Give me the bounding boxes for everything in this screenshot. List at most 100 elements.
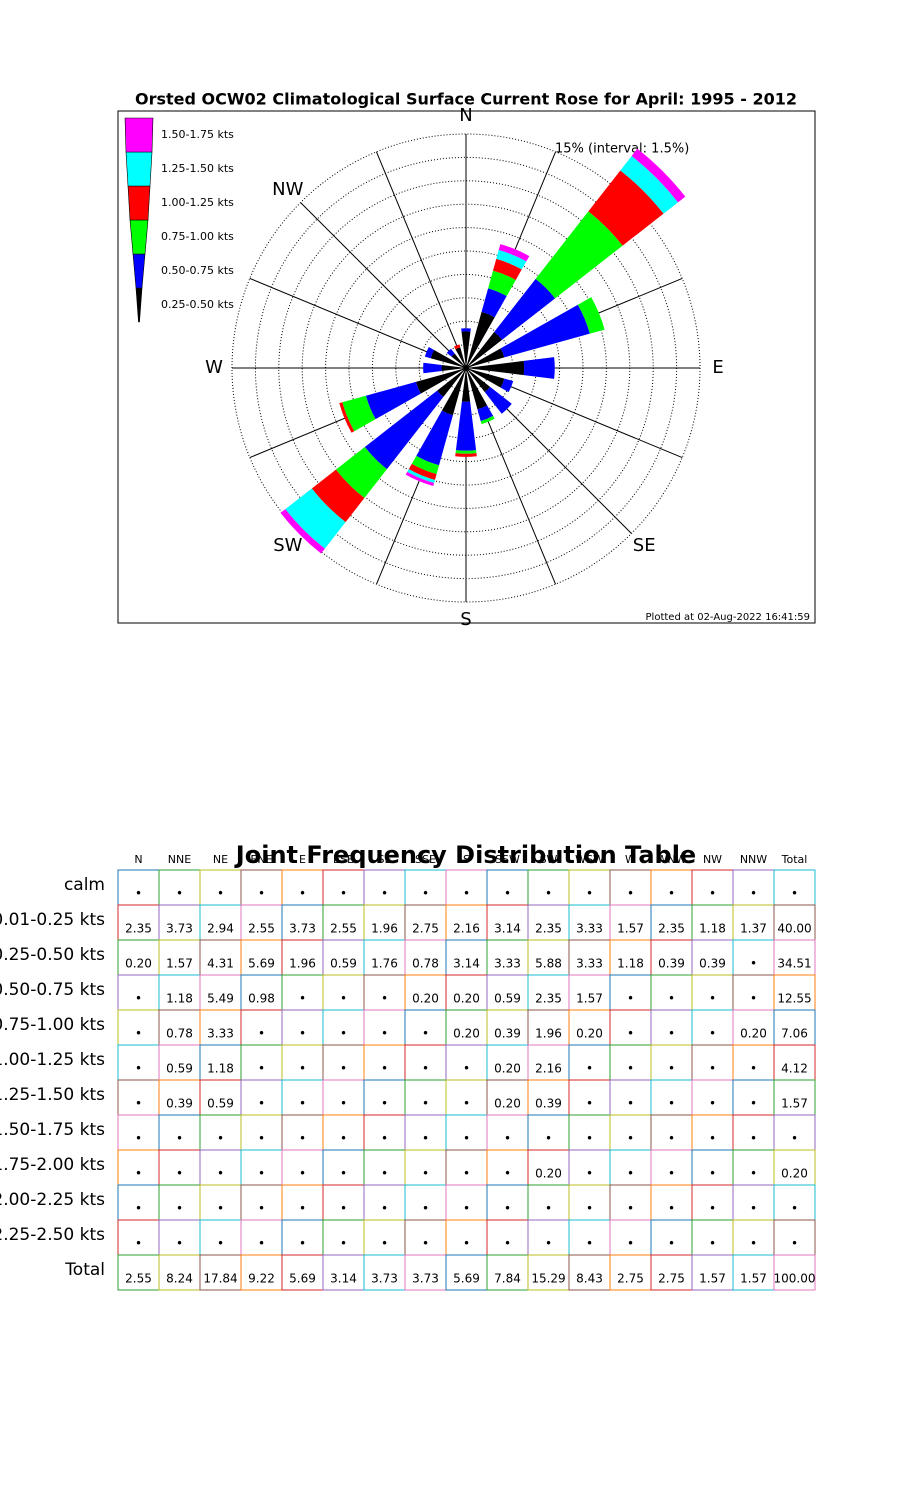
cell-value: 1.96 (371, 922, 398, 936)
rose-segment (365, 381, 421, 420)
rose-segment (342, 395, 376, 432)
cell-value: • (668, 1097, 675, 1111)
cell-value: • (586, 1132, 593, 1146)
rose-segment (405, 471, 435, 487)
cell-value: 0.20 (494, 1062, 521, 1076)
rose-segment (453, 344, 461, 350)
cell-value: • (340, 1202, 347, 1216)
rose-segment (451, 353, 466, 368)
cell-value: 3.33 (494, 957, 521, 971)
column-header: SSW (495, 853, 520, 866)
column-header: W (625, 853, 636, 866)
cell-value: • (709, 887, 716, 901)
legend-label: 0.25-0.50 kts (161, 298, 234, 311)
cell-value: • (668, 1027, 675, 1041)
plot-frame (117, 110, 816, 624)
cell-value: • (668, 887, 675, 901)
cell-value: 1.37 (740, 922, 767, 936)
cell-value: • (135, 992, 142, 1006)
cell-value: • (422, 1237, 429, 1251)
cell-value: • (299, 1132, 306, 1146)
cell-value: • (299, 1237, 306, 1251)
cell-value: 1.57 (166, 957, 193, 971)
compass-label: SE (633, 535, 656, 556)
cell-value: • (504, 1202, 511, 1216)
column-header: ENE (250, 853, 272, 866)
scale-label: 15% (interval: 1.5%) (555, 142, 689, 157)
cell-value: • (299, 1062, 306, 1076)
cell-value: 1.57 (740, 1272, 767, 1286)
cell-value: 0.39 (658, 957, 685, 971)
cell-value: • (627, 1237, 634, 1251)
cell-value: 1.18 (207, 1062, 234, 1076)
cell-value: 15.29 (531, 1272, 565, 1286)
column-header: E (299, 853, 306, 866)
cell-value: • (586, 1237, 593, 1251)
cell-value: 9.22 (248, 1272, 275, 1286)
cell-value: • (668, 1237, 675, 1251)
cell-value: • (422, 1062, 429, 1076)
cell-value: • (586, 887, 593, 901)
cell-value: 4.12 (781, 1062, 808, 1076)
cell-value: 1.18 (166, 992, 193, 1006)
cell-value: • (299, 1202, 306, 1216)
legend-label: 1.00-1.25 kts (161, 196, 234, 209)
cell-value: • (750, 1237, 757, 1251)
cell-value: • (381, 1062, 388, 1076)
cell-value: 2.55 (248, 922, 275, 936)
cell-value: • (750, 1202, 757, 1216)
cell-value: • (422, 1132, 429, 1146)
cell-value: 2.35 (658, 922, 685, 936)
cell-value: 1.18 (617, 957, 644, 971)
cell-value: • (463, 1167, 470, 1181)
cell-value: 0.39 (535, 1097, 562, 1111)
cell-value: • (135, 887, 142, 901)
cell-value: • (627, 1062, 634, 1076)
rose-segment (416, 410, 453, 466)
cell-value: 100.00 (774, 1272, 816, 1286)
rose-segment (466, 368, 491, 393)
cell-value: 0.20 (453, 1027, 480, 1041)
cell-value: • (299, 1097, 306, 1111)
cell-value: • (791, 1237, 798, 1251)
row-label: 0.50-0.75 kts (0, 980, 105, 1000)
cell-value: • (668, 1132, 675, 1146)
compass-label: W (205, 357, 223, 378)
spoke (375, 151, 467, 369)
rose-segment (424, 346, 435, 359)
rose-segment (415, 368, 466, 394)
rose-segment (446, 348, 455, 357)
rose-segment (535, 211, 623, 299)
cell-value: 4.31 (207, 957, 234, 971)
cell-value: 0.20 (494, 1097, 521, 1111)
legend-swatch (127, 185, 151, 221)
cell-value: • (668, 1167, 675, 1181)
cell-value: 1.96 (289, 957, 316, 971)
compass-label: SW (273, 535, 302, 556)
legend-label: 1.50-1.75 kts (161, 128, 234, 141)
cell-value: 0.20 (453, 992, 480, 1006)
cell-value: • (135, 1237, 142, 1251)
cell-value: • (176, 1237, 183, 1251)
cell-value: • (463, 887, 470, 901)
rose-segment (430, 349, 466, 368)
rose-segment (411, 455, 440, 475)
column-header: NNE (168, 853, 191, 866)
cell-value: • (750, 992, 757, 1006)
cell-value: • (668, 992, 675, 1006)
rose-segment (339, 402, 355, 433)
cell-value: • (176, 1167, 183, 1181)
cell-value: 0.20 (412, 992, 439, 1006)
rose-segment (494, 278, 556, 340)
rose-segment (466, 348, 505, 368)
cell-value: • (791, 1132, 798, 1146)
cell-value: 17.84 (203, 1272, 237, 1286)
cell-value: 5.69 (248, 957, 275, 971)
cell-value: • (422, 1027, 429, 1041)
column-header: Total (781, 853, 808, 866)
cell-value: • (791, 887, 798, 901)
cell-value: • (709, 1097, 716, 1111)
cell-value: • (340, 1062, 347, 1076)
cell-value: • (340, 1167, 347, 1181)
